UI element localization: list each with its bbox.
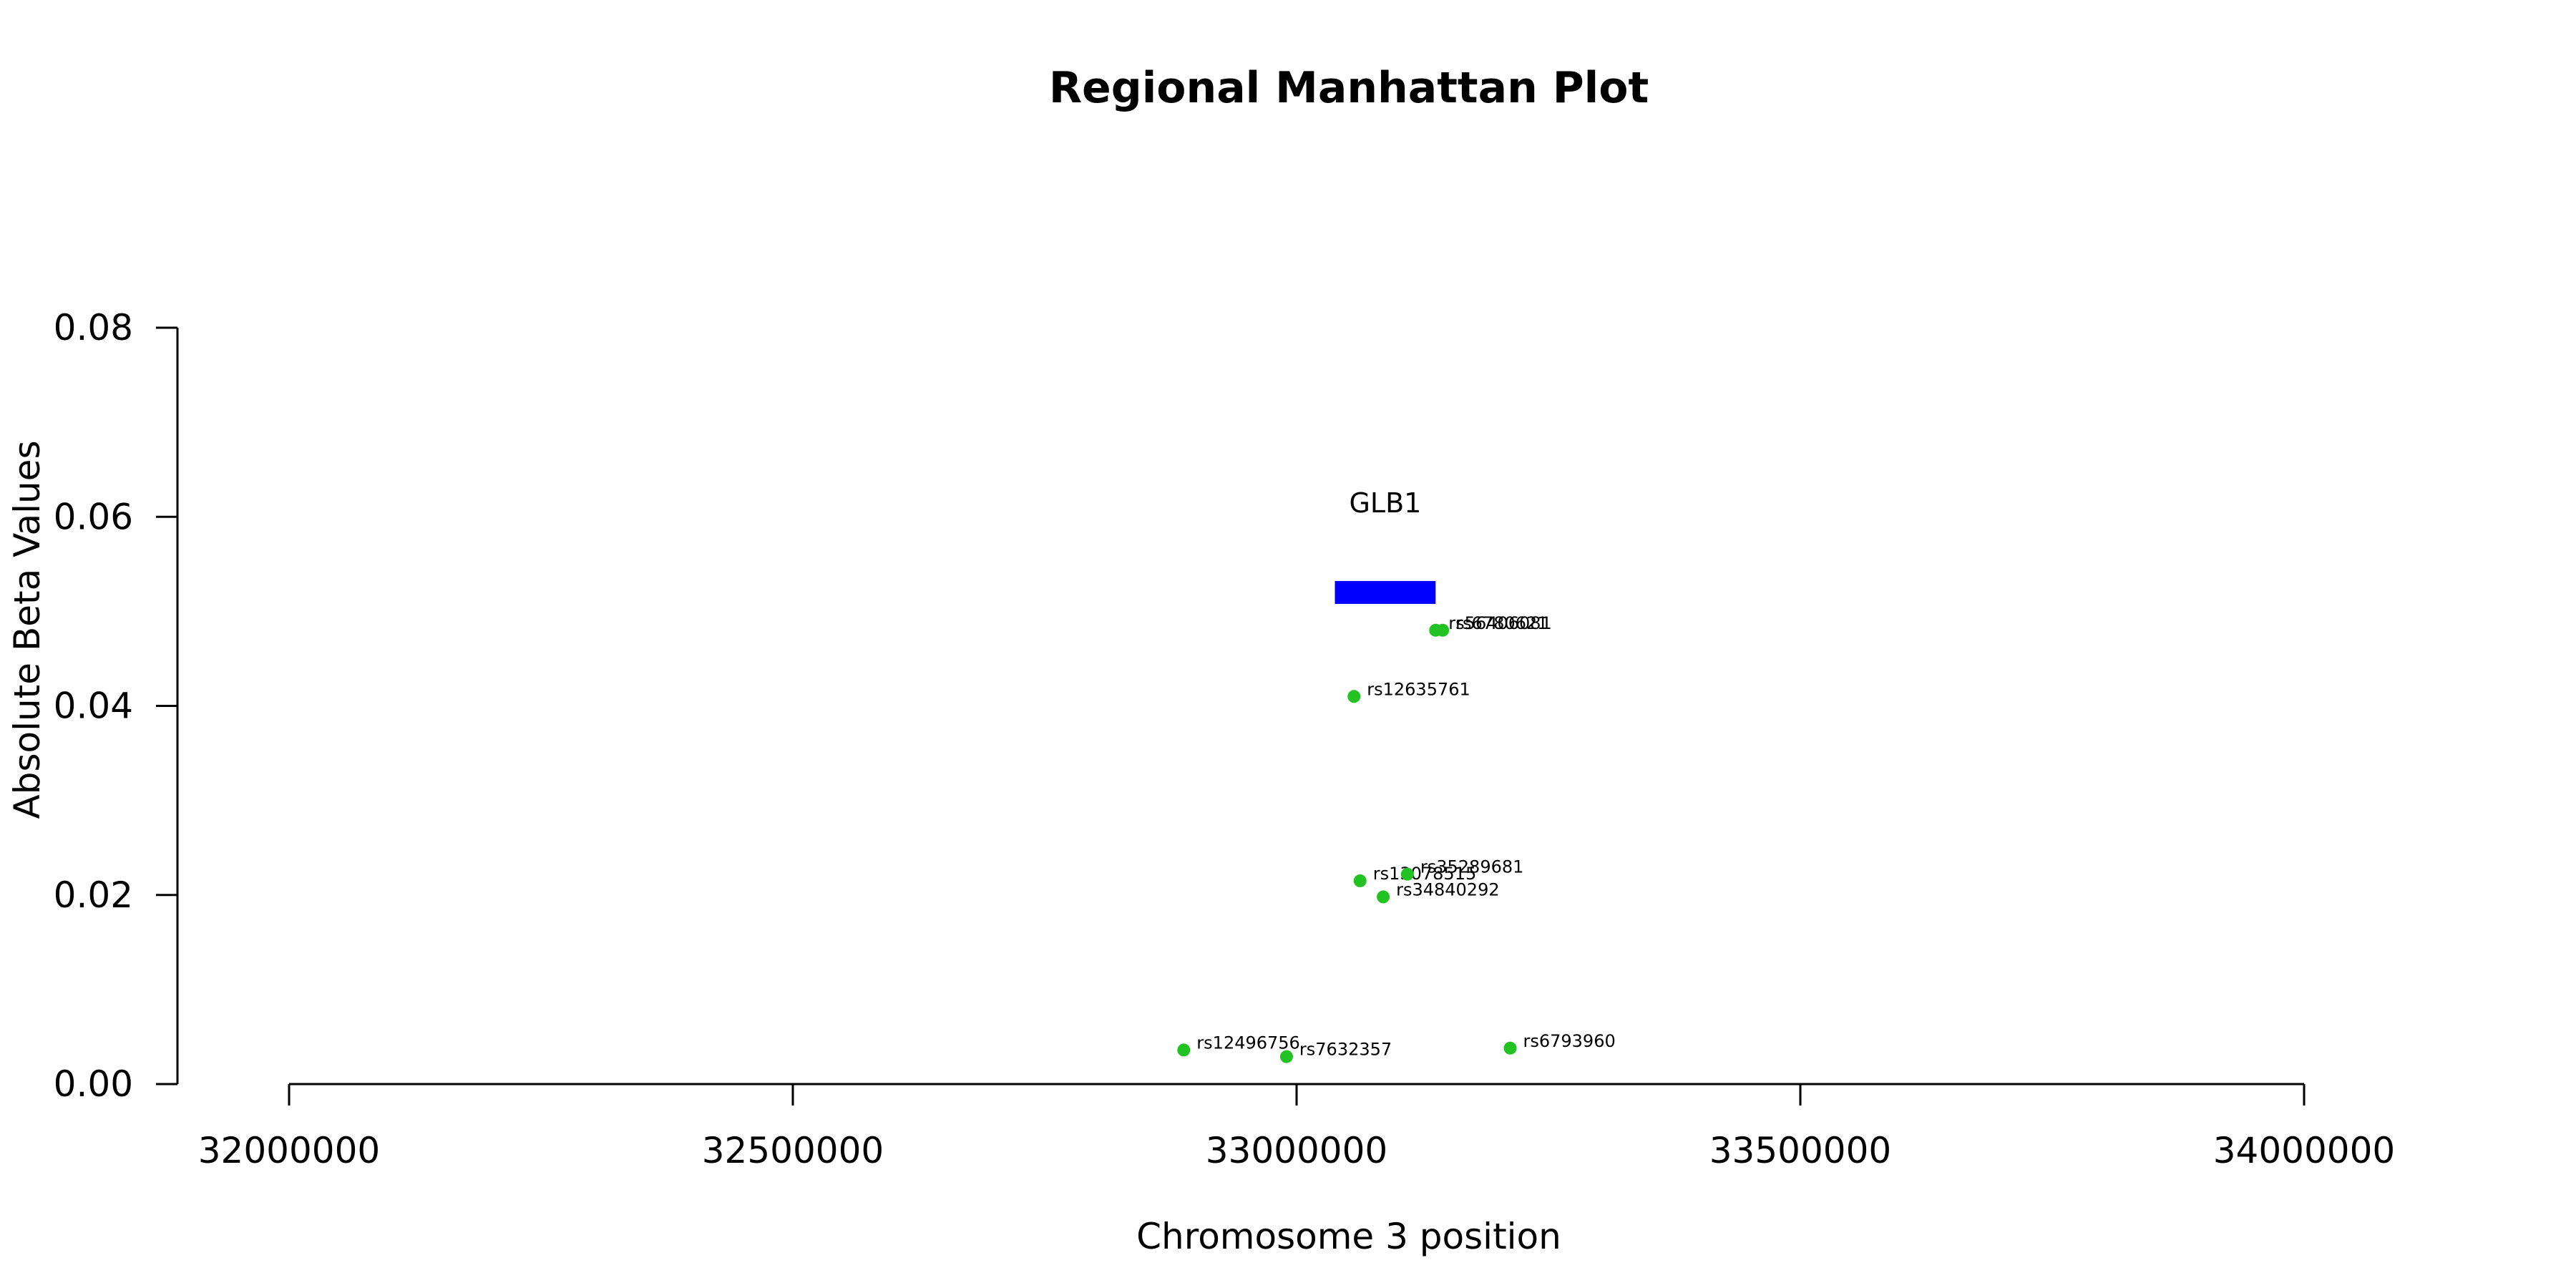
y-tick-label: 0.08 (54, 307, 133, 348)
x-ticks: 32000000 32500000 33000000 33500000 34000000 (198, 1084, 2396, 1171)
x-tick-label: 33000000 (1206, 1130, 1388, 1171)
snp-point (1353, 874, 1367, 887)
snp-point (1436, 623, 1450, 637)
snp-label: rs6793960 (1523, 1031, 1615, 1051)
snp-point (1503, 1041, 1517, 1055)
snp-label: rs35289681 (1420, 857, 1524, 877)
gene-track: GLB1 (1335, 487, 1436, 604)
snp-label: rs6780621 (1455, 613, 1548, 633)
y-ticks: 0.00 0.02 0.04 0.06 0.08 (54, 307, 177, 1105)
gene-bar (1335, 580, 1436, 604)
y-tick-label: 0.06 (54, 496, 133, 537)
snp-point (1279, 1050, 1293, 1063)
gene-label: GLB1 (1349, 487, 1421, 519)
snp-points: rs12496756 rs7632357 rs6793960 rs12635761 rs… (1177, 613, 1616, 1063)
y-tick-label: 0.04 (54, 686, 133, 727)
x-axis-label: Chromosome 3 position (1136, 1216, 1561, 1257)
x-tick-label: 32500000 (702, 1130, 884, 1171)
snp-point (1177, 1043, 1191, 1057)
snp-label: rs7632357 (1299, 1040, 1392, 1060)
x-tick-label: 32000000 (198, 1130, 381, 1171)
y-tick-label: 0.00 (54, 1063, 133, 1105)
snp-label: rs56406081 (1448, 613, 1552, 633)
y-tick-label: 0.02 (54, 874, 133, 916)
snp-label: rs12496756 (1196, 1033, 1300, 1053)
snp-label: rs34840292 (1396, 879, 1500, 899)
snp-label: rs12635761 (1367, 679, 1470, 699)
snp-point (1377, 890, 1390, 904)
snp-point (1347, 690, 1361, 703)
x-tick-label: 33500000 (1709, 1130, 1892, 1171)
snp-label: rs13078515 (1373, 864, 1477, 884)
x-axis: 32000000 32500000 33000000 33500000 34000000 (198, 1083, 2396, 1171)
chart-title: Regional Manhattan Plot (1049, 63, 1649, 113)
snp-point (1400, 867, 1414, 881)
y-axis: 0.00 0.02 0.04 0.06 0.08 (54, 307, 179, 1105)
y-axis-label: Absolute Beta Values (6, 441, 48, 819)
x-tick-label: 34000000 (2213, 1130, 2396, 1171)
